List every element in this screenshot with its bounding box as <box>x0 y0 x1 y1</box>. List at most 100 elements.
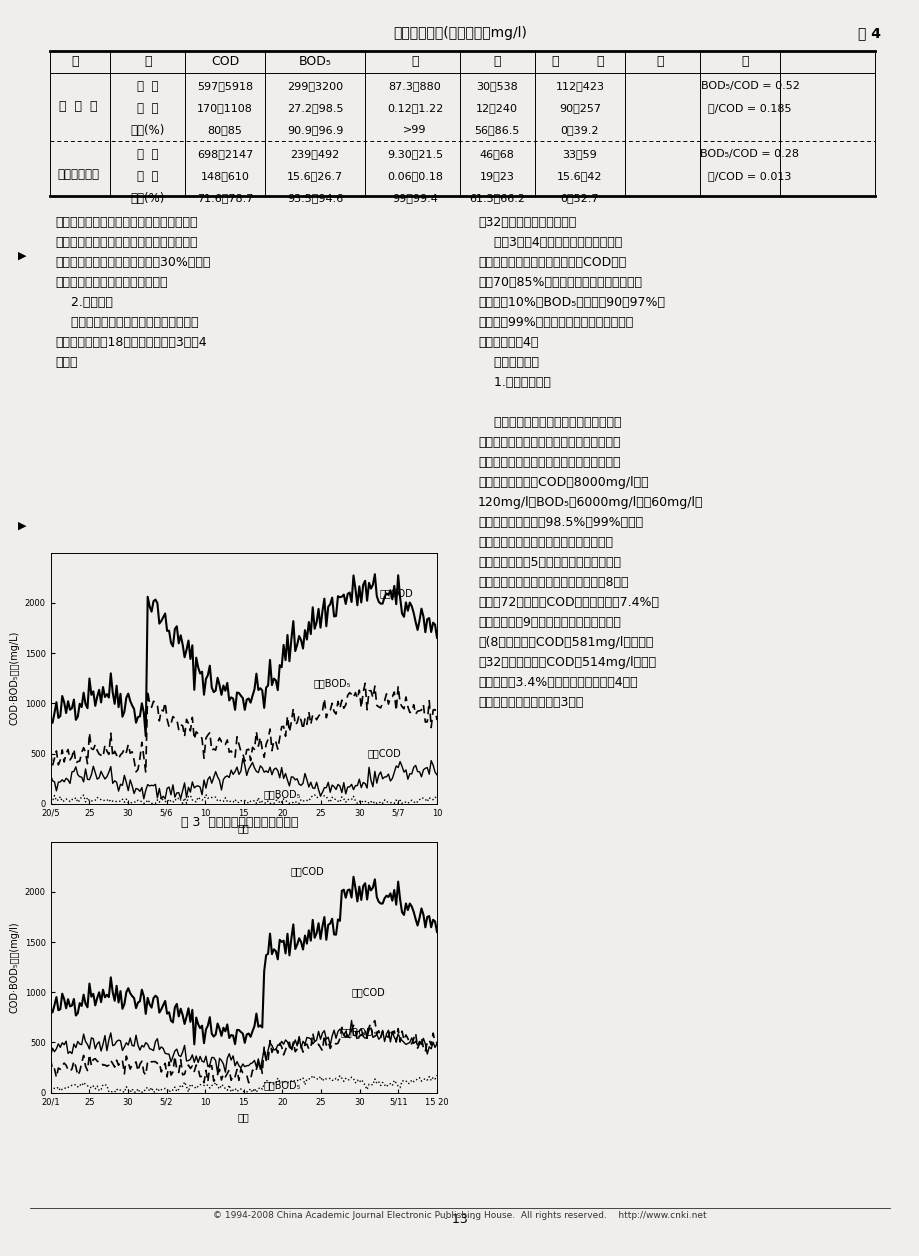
Text: 0～39.2: 0～39.2 <box>561 126 598 134</box>
Text: 尔滨市煤气公司和哈尔滨锅炉厂的煤气废水: 尔滨市煤气公司和哈尔滨锅炉厂的煤气废水 <box>55 216 198 229</box>
Text: BOD₅: BOD₅ <box>299 55 331 68</box>
Text: 33～59: 33～59 <box>562 149 596 160</box>
Text: 酚/COD = 0.185: 酚/COD = 0.185 <box>708 103 791 113</box>
Text: 三、结果分析: 三、结果分析 <box>478 355 539 369</box>
Text: 至32小时后，剩余COD为514mg/l，去除: 至32小时后，剩余COD为514mg/l，去除 <box>478 656 655 669</box>
Text: 0.06～0.18: 0.06～0.18 <box>387 171 443 181</box>
Text: 为32小时的逐日变化曲线。: 为32小时的逐日变化曲线。 <box>478 216 575 229</box>
Text: 9.30～21.5: 9.30～21.5 <box>387 149 443 160</box>
Text: 图3为逐日进出水COD和BOD₅曲线。: 图3为逐日进出水COD和BOD₅曲线。 <box>55 842 222 854</box>
Text: 进  水: 进 水 <box>137 79 159 93</box>
Text: 进水COD: 进水COD <box>379 588 413 598</box>
Text: 脱酚蒸氨废水: 脱酚蒸氨废水 <box>57 167 99 181</box>
Text: 90～257: 90～257 <box>559 103 600 113</box>
Text: 99～99.4: 99～99.4 <box>391 193 437 203</box>
Y-axis label: COD·BOD₅浓度(mg/l): COD·BOD₅浓度(mg/l) <box>9 922 19 1012</box>
Text: 71.6～78.7: 71.6～78.7 <box>197 193 253 203</box>
Text: 239～492: 239～492 <box>290 149 339 160</box>
Text: 299～3200: 299～3200 <box>287 80 343 90</box>
Text: BOD₅/COD = 0.28: BOD₅/COD = 0.28 <box>699 149 799 160</box>
Text: 进水BOD₅: 进水BOD₅ <box>340 1027 378 1037</box>
Text: 0.12～1.22: 0.12～1.22 <box>387 103 443 113</box>
Text: 2.试验结果: 2.试验结果 <box>55 296 113 309</box>
Text: 出  水: 出 水 <box>137 102 159 114</box>
Text: BOD₅/COD = 0.52: BOD₅/COD = 0.52 <box>699 80 799 90</box>
Text: 流程的处理效果是比较稳定的。COD去除: 流程的处理效果是比较稳定的。COD去除 <box>478 256 626 269</box>
Text: 图 3  未脱酚蒸氨废水的处理结果: 图 3 未脱酚蒸氨废水的处理结果 <box>181 816 299 829</box>
Text: 试验在不同浓度、不同段级和不同时间: 试验在不同浓度、不同段级和不同时间 <box>55 317 199 329</box>
Text: 生化处理的停留时间往往影响着处理效: 生化处理的停留时间往往影响着处理效 <box>478 416 621 430</box>
Text: 为32小时。图4是一段四级、水力停留时间: 为32小时。图4是一段四级、水力停留时间 <box>55 921 206 934</box>
Text: 原  废  水: 原 废 水 <box>59 99 97 113</box>
Text: 效率(%): 效率(%) <box>130 191 165 205</box>
Text: 酚: 酚 <box>411 55 418 68</box>
Text: 所示。: 所示。 <box>55 355 77 369</box>
Text: 理效果详见表4。: 理效果详见表4。 <box>478 337 538 349</box>
Text: 而时间却延长9倍。脱酚蒸氨后的废水，曝: 而时间却延长9倍。脱酚蒸氨后的废水，曝 <box>478 615 620 629</box>
Text: 间。酚在99%以上，两者相差不大。生化处: 间。酚在99%以上，两者相差不大。生化处 <box>478 317 632 329</box>
Text: 氰: 氰 <box>550 55 558 68</box>
Text: 15.6～42: 15.6～42 <box>557 171 602 181</box>
Text: 率在70～85%之间，脱酚蒸氨的比未脱酚蒸: 率在70～85%之间，脱酚蒸氨的比未脱酚蒸 <box>478 276 641 289</box>
Text: 目: 目 <box>144 55 152 68</box>
Text: 72小时；后30天是一段四级，水力停留时间: 72小时；后30天是一段四级，水力停留时间 <box>55 901 214 914</box>
Text: 61.3～66.2: 61.3～66.2 <box>469 193 525 203</box>
Text: 出水COD: 出水COD <box>352 987 385 997</box>
Text: 备: 备 <box>655 55 663 68</box>
Text: 这意味着设备容量要扩大3倍。: 这意味着设备容量要扩大3倍。 <box>478 696 583 708</box>
Text: 27.2～98.5: 27.2～98.5 <box>287 103 343 113</box>
Text: 30～538: 30～538 <box>476 80 517 90</box>
Text: 0～52.7: 0～52.7 <box>561 193 598 203</box>
Text: 大变化。正如图5所示，随着生化时间的延: 大变化。正如图5所示，随着生化时间的延 <box>478 556 620 569</box>
Text: 图 4  脱酚蒸氨废水的处理结果: 图 4 脱酚蒸氨废水的处理结果 <box>185 1061 295 1074</box>
Text: 气(8小时）剩余COD为581mg/l，而延长: 气(8小时）剩余COD为581mg/l，而延长 <box>478 636 652 649</box>
Text: 反应器。反应器的污泥沉降比为30%左右。: 反应器。反应器的污泥沉降比为30%左右。 <box>55 256 210 269</box>
Text: ▶: ▶ <box>18 521 27 531</box>
Y-axis label: COD·BOD₅浓度(mg/L): COD·BOD₅浓度(mg/L) <box>9 631 19 726</box>
Text: 170～1108: 170～1108 <box>197 103 253 113</box>
Text: 表 4: 表 4 <box>857 26 880 40</box>
Text: 46～68: 46～68 <box>479 149 514 160</box>
Text: 1.水力停留时间: 1.水力停留时间 <box>478 376 550 389</box>
Text: 进  水: 进 水 <box>137 147 159 161</box>
Text: 80～85: 80～85 <box>208 126 243 134</box>
Text: 15.6～26.7: 15.6～26.7 <box>287 171 343 181</box>
Text: 出水COD: 出水COD <box>367 749 401 759</box>
Text: 597～5918: 597～5918 <box>197 80 253 90</box>
Text: 出水BOD₅: 出水BOD₅ <box>263 1080 301 1090</box>
Text: ▶: ▶ <box>18 251 27 261</box>
Text: 120mg/l，BOD₅从6000mg/l降至60mg/l，: 120mg/l，BOD₅从6000mg/l降至60mg/l， <box>478 496 703 509</box>
X-axis label: 日期: 日期 <box>238 1112 249 1122</box>
Text: 87.3～880: 87.3～880 <box>388 80 441 90</box>
Text: 项: 项 <box>71 55 79 68</box>
Text: 长，处理效果有所提高，但曝气时间从8小时: 长，处理效果有所提高，但曝气时间从8小时 <box>478 577 628 589</box>
Text: 果和设备容量。蒂森工艺试图通过多段多级: 果和设备容量。蒂森工艺试图通过多段多级 <box>478 436 619 448</box>
Text: 698～2147: 698～2147 <box>197 149 253 160</box>
Text: 同的优势菌种，使COD从8000mg/l降至: 同的优势菌种，使COD从8000mg/l降至 <box>478 476 648 489</box>
Text: 长时间曝气并在不同段级的生化池中培养不: 长时间曝气并在不同段级的生化池中培养不 <box>478 456 619 468</box>
Text: 148～610: 148～610 <box>200 171 249 181</box>
Text: 生化处理效果(浓度单位：mg/l): 生化处理效果(浓度单位：mg/l) <box>392 26 527 40</box>
Text: 使去除效率分别达到98.5%和99%。但试: 使去除效率分别达到98.5%和99%。但试 <box>478 516 642 529</box>
Text: 延长至72小时后，COD去除率只提高7.4%，: 延长至72小时后，COD去除率只提高7.4%， <box>478 597 658 609</box>
Text: 生化池活性污泥进行培养和驯化，然后移入: 生化池活性污泥进行培养和驯化，然后移入 <box>55 236 198 249</box>
Text: · 13 ·: · 13 · <box>444 1213 475 1226</box>
Text: COD: COD <box>210 55 239 68</box>
Text: >99: >99 <box>403 126 426 134</box>
Text: 56～86.5: 56～86.5 <box>474 126 519 134</box>
Text: 油: 油 <box>493 55 500 68</box>
Text: © 1994-2008 China Academic Journal Electronic Publishing House.  All rights rese: © 1994-2008 China Academic Journal Elect… <box>213 1211 706 1220</box>
Text: 氨的约低10%。BOD₅去除率在90～97%之: 氨的约低10%。BOD₅去除率在90～97%之 <box>478 296 664 309</box>
Text: 112～423: 112～423 <box>555 80 604 90</box>
Text: 12～240: 12～240 <box>475 103 517 113</box>
Text: 出水BOD₅: 出水BOD₅ <box>263 789 301 799</box>
Text: 90.9～96.9: 90.9～96.9 <box>287 126 343 134</box>
Text: 由图3和图4可以看出，蒂森公司设计: 由图3和图4可以看出，蒂森公司设计 <box>478 236 621 249</box>
Text: 为防止污泥流失，投加了消沫剂。: 为防止污泥流失，投加了消沫剂。 <box>55 276 167 289</box>
Text: 进水BOD₅: 进水BOD₅ <box>313 678 350 688</box>
Text: 等条件下进行了18个月，结果如图3和图4: 等条件下进行了18个月，结果如图3和图4 <box>55 337 207 349</box>
Text: 酚/COD = 0.013: 酚/COD = 0.013 <box>708 171 791 181</box>
Text: 19～23: 19～23 <box>479 171 514 181</box>
Text: 效率(%): 效率(%) <box>130 123 165 137</box>
Text: 93.5～94.6: 93.5～94.6 <box>287 193 343 203</box>
